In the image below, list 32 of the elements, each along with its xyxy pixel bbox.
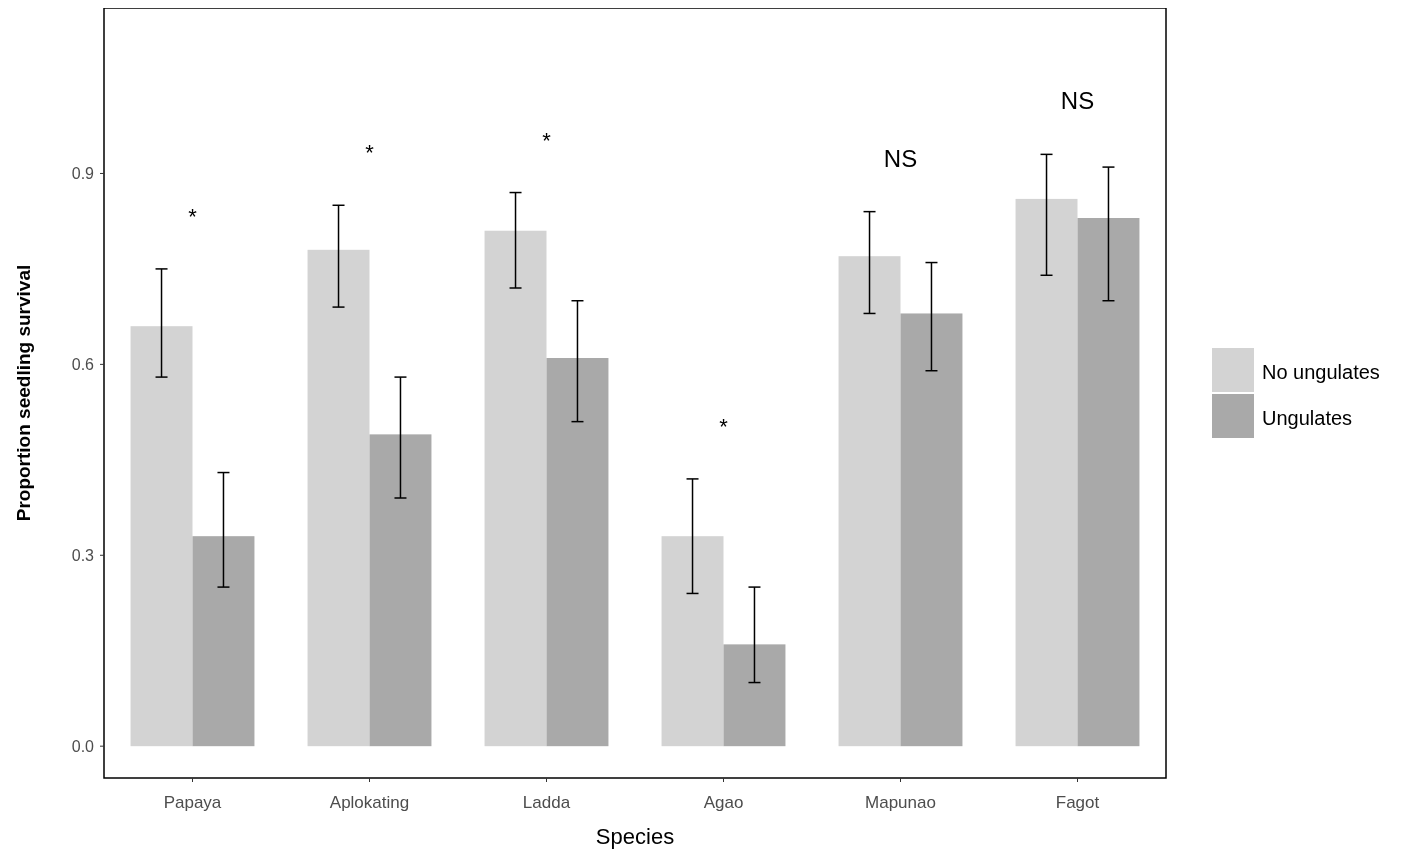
annotation: * <box>188 203 198 229</box>
x-axis-title: Species <box>595 824 675 849</box>
x-tick-label: Agao <box>703 793 744 812</box>
annotation: NS <box>1060 87 1095 115</box>
bar <box>838 256 901 747</box>
legend-label: No ungulates <box>1262 361 1380 383</box>
annotation: NS <box>883 144 918 172</box>
legend-label: Ungulates <box>1262 407 1353 429</box>
y-tick-label: 0.3 <box>71 546 95 564</box>
annotation: * <box>542 127 552 153</box>
y-tick-label: 0.9 <box>71 165 95 183</box>
annotation: * <box>365 140 375 166</box>
x-tick-label: Mapunao <box>865 793 936 812</box>
x-tick-label: Ladda <box>522 793 571 812</box>
bar <box>130 326 193 747</box>
bar <box>1015 198 1078 747</box>
bar <box>661 536 724 747</box>
annotation: * <box>719 413 729 439</box>
bar <box>546 358 609 747</box>
y-tick-label: 0.0 <box>71 737 95 755</box>
bar <box>1077 218 1140 747</box>
y-axis-title: Proportion seedling survival <box>13 264 34 522</box>
bar <box>723 644 786 747</box>
bar <box>307 249 370 747</box>
x-tick-label: Fagot <box>1055 793 1100 812</box>
x-tick-label: Aplokating <box>329 793 410 812</box>
x-tick-label: Papaya <box>163 793 222 812</box>
bar <box>192 536 255 747</box>
bar <box>900 313 963 747</box>
y-tick-label: 0.6 <box>71 355 95 373</box>
bar <box>484 230 547 747</box>
bar <box>369 434 432 747</box>
